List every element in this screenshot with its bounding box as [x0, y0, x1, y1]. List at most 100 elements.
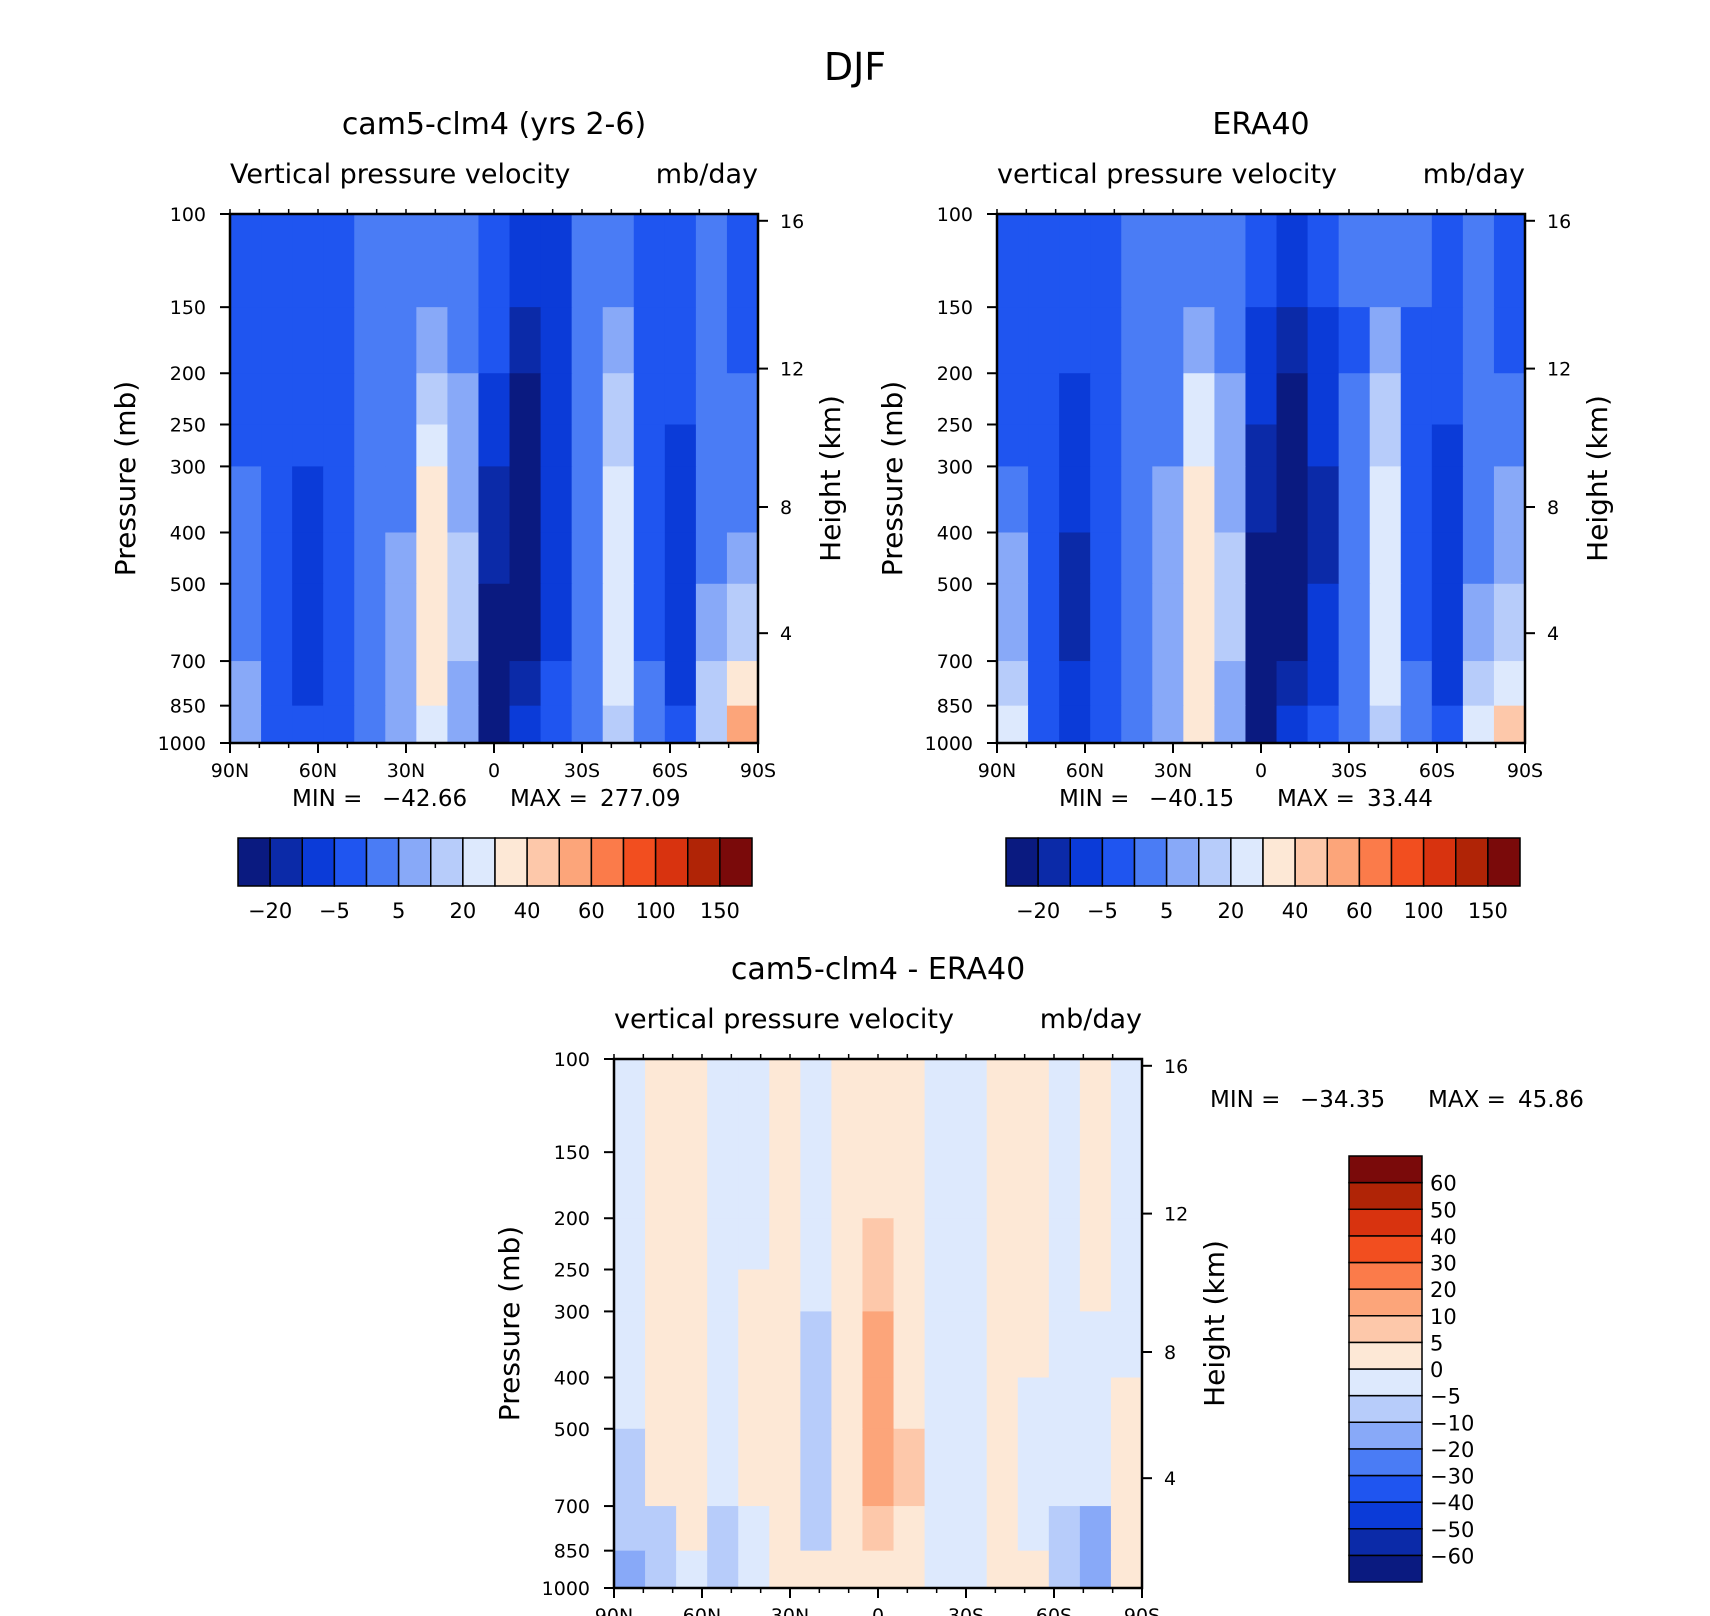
heatmap-cell [1369, 307, 1402, 374]
heatmap-cell [1462, 214, 1495, 308]
heatmap-cell [1048, 1218, 1081, 1271]
heatmap-cell [416, 661, 449, 707]
heatmap-cell [540, 307, 573, 374]
y-axis-label: Pressure (mb) [493, 1226, 526, 1421]
heatmap-cell [447, 307, 480, 374]
heatmap-cell [997, 661, 1029, 707]
heatmap-cell [633, 373, 666, 426]
heatmap-cell [509, 424, 542, 467]
heatmap-cell [1431, 424, 1464, 467]
heatmap-cell [726, 373, 759, 426]
heatmap-cell [1369, 466, 1402, 534]
heatmap-cell [676, 1059, 708, 1153]
heatmap-cell [769, 1269, 801, 1312]
heatmap-cell [645, 1428, 677, 1507]
heatmap-cell [602, 424, 635, 467]
colorbar-box [365, 837, 400, 887]
heatmap-cell [1338, 583, 1371, 662]
colorbar-label: 5 [392, 899, 405, 923]
heatmap-cell [261, 214, 293, 308]
heatmap-cell [676, 1152, 708, 1219]
heatmap-cell [602, 705, 635, 744]
x-tick-label: 30S [1331, 760, 1367, 782]
colorbar-box [1230, 837, 1264, 887]
figure-title: DJF [824, 45, 886, 89]
heatmap-cell [1245, 214, 1278, 308]
heatmap-cell [633, 424, 666, 467]
heatmap-cell [416, 705, 449, 744]
heatmap-cell [831, 1377, 864, 1430]
heatmap-cell [862, 1152, 895, 1219]
heatmap-cell [955, 1059, 988, 1153]
heatmap-cell [1307, 583, 1340, 662]
x-tick-label: 60N [299, 760, 337, 782]
heatmap-cell [1090, 705, 1122, 744]
heatmap-cell [571, 307, 604, 374]
heatmap-cell [1493, 424, 1526, 467]
min-label: MIN = [292, 786, 362, 812]
heatmap-cell [292, 532, 324, 585]
y-tick-label: 700 [937, 651, 973, 673]
heatmap-field [614, 1059, 1143, 1589]
heatmap-cell [1152, 373, 1184, 426]
heatmap-cell [230, 214, 262, 308]
panel-title: cam5-clm4 - ERA40 [731, 952, 1025, 987]
colorbar-box [1348, 1448, 1423, 1477]
heatmap-cell [385, 466, 417, 534]
heatmap-cell [1017, 1428, 1050, 1507]
y-tick-label: 150 [170, 297, 206, 319]
heatmap-cell [354, 373, 386, 426]
heatmap-cell [1462, 661, 1495, 707]
heatmap-cell [614, 1059, 646, 1153]
panel-subtitle-left: vertical pressure velocity [997, 159, 1337, 190]
heatmap-cell [478, 373, 511, 426]
heatmap-cell [955, 1218, 988, 1271]
heatmap-cell [1152, 705, 1184, 744]
heatmap-cell [695, 532, 728, 585]
y-tick-label: 400 [170, 522, 206, 544]
heatmap-cell [769, 1311, 801, 1379]
heatmap-cell [800, 1428, 833, 1507]
heatmap-cell [292, 214, 324, 308]
heatmap-cell [1090, 532, 1122, 585]
heatmap-cell [633, 705, 666, 744]
heatmap-cell [478, 424, 511, 467]
x-tick-label: 30S [564, 760, 600, 782]
heatmap-cell [1214, 661, 1247, 707]
heatmap-cell [323, 705, 355, 744]
heatmap-cell [1152, 307, 1184, 374]
max-label: MAX = [1428, 1087, 1506, 1113]
colorbar-box [1348, 1288, 1423, 1317]
heatmap-cell [893, 1059, 926, 1153]
heatmap-cell [230, 466, 262, 534]
heatmap-cell [292, 583, 324, 662]
heatmap-cell [1245, 661, 1278, 707]
heatmap-cell [1493, 214, 1526, 308]
y-right-tick-label: 16 [780, 211, 804, 233]
heatmap-cell [1431, 373, 1464, 426]
colorbar-box [654, 837, 689, 887]
heatmap-cell [447, 424, 480, 467]
panel-difference: cam5-clm4 - ERA40 vertical pressure veloc… [493, 952, 1584, 1616]
colorbar-box [1455, 837, 1489, 887]
heatmap-cell [1121, 424, 1153, 467]
heatmap-cell [1048, 1428, 1081, 1507]
heatmap-cell [261, 424, 293, 467]
heatmap-cell [645, 1269, 677, 1312]
heatmap-cell [769, 1506, 801, 1552]
y-right-tick-label: 4 [780, 623, 792, 645]
heatmap-cell [633, 214, 666, 308]
heatmap-cell [1183, 424, 1216, 467]
heatmap-cell [862, 1269, 895, 1312]
heatmap-cell [1338, 307, 1371, 374]
heatmap-cell [664, 661, 697, 707]
heatmap-cell [323, 424, 355, 467]
colorbar-box [1165, 837, 1200, 887]
colorbar-box [1348, 1155, 1423, 1184]
heatmap-cell [1245, 424, 1278, 467]
heatmap-cell [645, 1377, 677, 1430]
heatmap-cell [924, 1218, 957, 1271]
heatmap-cell [1338, 532, 1371, 585]
heatmap-cell [1431, 214, 1464, 308]
heatmap-cell [633, 583, 666, 662]
